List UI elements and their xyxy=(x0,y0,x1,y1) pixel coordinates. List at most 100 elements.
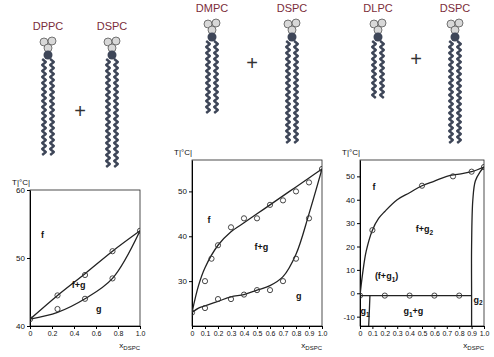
x-tick: 0.9 xyxy=(467,326,477,337)
x-tick-label: 0.5 xyxy=(253,330,263,337)
y-tick-label: 50 xyxy=(178,187,187,196)
acyl-chain xyxy=(449,41,453,143)
x-tick-mark xyxy=(410,326,411,329)
region-label-text: (f+g xyxy=(375,271,392,281)
x-tick-label: 0.4 xyxy=(240,330,250,337)
acyl-chain xyxy=(372,41,376,98)
region-label: g1 xyxy=(361,306,371,318)
acyl-chain xyxy=(206,41,210,113)
data-point xyxy=(209,256,214,261)
panel: DPPCDSPC+00.20.40.60.81.0405060T|°C|xDSP… xyxy=(12,20,145,351)
x-tick-mark xyxy=(270,326,271,329)
plot-area xyxy=(360,164,484,326)
y-tick-label: 40 xyxy=(178,232,187,241)
y-tick-label: 60 xyxy=(16,186,25,195)
x-tick-label: 0.7 xyxy=(442,330,452,337)
x-tick: 0.4 xyxy=(405,326,415,337)
region-label-text: f xyxy=(41,230,45,240)
x-tick-mark xyxy=(257,326,258,329)
x-tick: 0.1 xyxy=(201,326,211,337)
x-tick-label: 0.8 xyxy=(455,330,465,337)
phase-boundary xyxy=(360,295,472,296)
data-point xyxy=(481,164,484,169)
region-label-text: f xyxy=(372,182,376,192)
y-axis-line xyxy=(360,161,361,327)
x-axis-title-sub: DSPC xyxy=(123,345,140,351)
x-tick: 0.3 xyxy=(393,326,403,337)
region-label: f+g xyxy=(254,242,268,252)
x-tick-label: 1.0 xyxy=(136,330,146,337)
x-tick: 0.2 xyxy=(48,326,58,337)
data-point xyxy=(215,243,220,248)
data-point xyxy=(202,279,207,284)
x-tick-label: 0.5 xyxy=(418,330,428,337)
region-label-text: g xyxy=(296,291,302,301)
x-tick-mark xyxy=(118,326,119,329)
region-label: (f+g1) xyxy=(375,271,398,283)
x-tick-label: 0.9 xyxy=(467,330,477,337)
data-point xyxy=(457,293,462,298)
data-point xyxy=(110,249,115,254)
glycerol xyxy=(108,51,117,60)
y-tick-label: 30 xyxy=(178,277,187,286)
x-tick: 0 xyxy=(191,326,195,337)
x-tick-mark xyxy=(385,326,386,329)
x-tick-mark xyxy=(459,326,460,329)
x-tick-label: 0.7 xyxy=(279,330,289,337)
y-tick-mark xyxy=(357,247,360,248)
figure: DPPCDSPC+00.20.40.60.81.0405060T|°C|xDSP… xyxy=(0,0,494,357)
acyl-chain xyxy=(106,59,110,167)
region-label: g xyxy=(96,304,102,314)
data-point xyxy=(110,276,115,281)
y-tick-mark xyxy=(357,293,360,294)
region-label-text: f+g xyxy=(72,280,86,290)
y-tick-label: 30 xyxy=(346,219,355,228)
data-point xyxy=(382,293,387,298)
x-axis-title: xDSPC xyxy=(119,341,140,351)
x-tick-label: 0.3 xyxy=(227,330,237,337)
x-tick: 0.3 xyxy=(227,326,237,337)
component-label: DPPC xyxy=(33,20,64,32)
data-point xyxy=(254,216,259,221)
data-point xyxy=(293,189,298,194)
x-tick: 0.4 xyxy=(240,326,250,337)
x-tick: 0.8 xyxy=(455,326,465,337)
y-tick: 50 xyxy=(346,172,360,181)
data-point xyxy=(192,310,195,315)
x-tick: 0.4 xyxy=(70,326,80,337)
region-label: g2 xyxy=(473,295,483,307)
x-tick-mark xyxy=(140,326,141,329)
y-tick-mark xyxy=(27,190,30,191)
acyl-chain xyxy=(50,59,54,155)
x-tick-mark xyxy=(397,326,398,329)
y-tick: 30 xyxy=(178,277,192,286)
data-point xyxy=(228,296,233,301)
region-label-sub: 2 xyxy=(479,299,483,306)
x-tick-label: 1.0 xyxy=(480,330,490,337)
data-point xyxy=(370,228,375,233)
x-axis-title: xDSPC xyxy=(301,341,322,351)
x-tick: 0.1 xyxy=(368,326,378,337)
y-tick-label: 0 xyxy=(351,289,356,298)
component-label: DSPC xyxy=(440,2,471,14)
component-label: DLPC xyxy=(363,2,392,14)
data-point xyxy=(137,228,140,233)
data-point xyxy=(306,216,311,221)
lipid-molecule xyxy=(284,19,300,143)
plus-sign: + xyxy=(74,100,86,122)
region-label-sub: 1 xyxy=(366,311,370,318)
x-tick-mark xyxy=(447,326,448,329)
y-tick: 60 xyxy=(16,186,30,195)
y-tick-label: 40 xyxy=(16,322,25,331)
x-axis: 00.20.40.60.81.0 xyxy=(29,326,146,337)
x-tick: 0.5 xyxy=(253,326,263,337)
x-tick-mark xyxy=(283,326,284,329)
data-point xyxy=(82,296,87,301)
y-axis-line xyxy=(30,191,31,327)
data-point xyxy=(267,202,272,207)
plus-sign: + xyxy=(410,48,422,70)
y-tick-label: 50 xyxy=(346,172,355,181)
lipid-molecule xyxy=(104,37,120,167)
x-tick-mark xyxy=(74,326,75,329)
y-axis: -1001020304050 xyxy=(343,161,360,327)
